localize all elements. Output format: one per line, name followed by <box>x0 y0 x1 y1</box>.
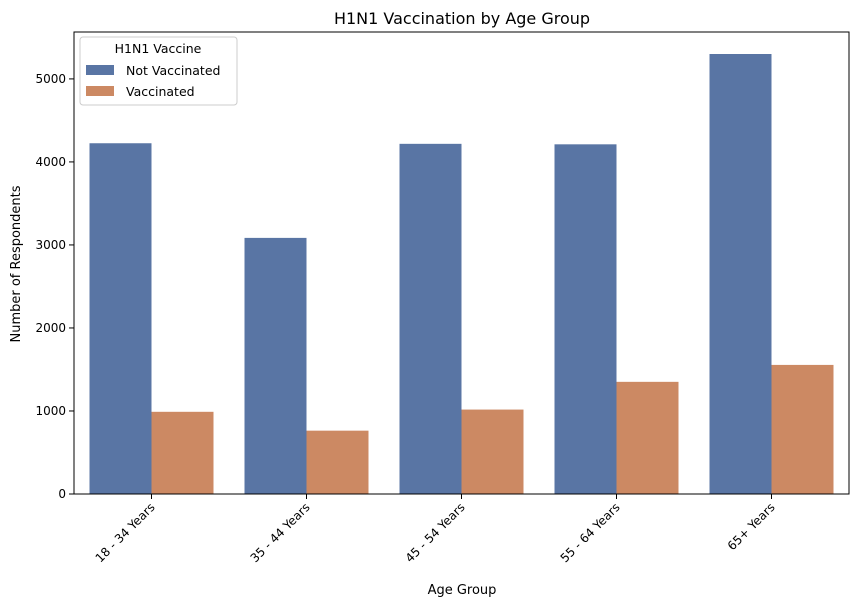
bar-vaccinated-18-34-years <box>151 411 214 494</box>
bar-not-vaccinated-55-64-years <box>554 144 617 494</box>
bar-not-vaccinated-45-54-years <box>399 143 462 494</box>
y-tick-label: 1000 <box>35 404 66 418</box>
chart-title: H1N1 Vaccination by Age Group <box>334 9 590 28</box>
plot-frame <box>73 31 850 495</box>
bar-vaccinated-45-54-years <box>461 409 524 494</box>
y-tick-label: 0 <box>58 487 66 501</box>
legend-title: H1N1 Vaccine <box>115 41 202 56</box>
legend-label-not-vaccinated: Not Vaccinated <box>126 63 220 78</box>
y-tick-label: 4000 <box>35 155 66 169</box>
legend-swatch-not-vaccinated <box>86 65 114 75</box>
x-tick-label-55-64-years: 55 - 64 Years <box>558 500 623 565</box>
x-tick-label-18-34-years: 18 - 34 Years <box>93 500 158 565</box>
bar-not-vaccinated-35-44-years <box>244 237 307 494</box>
y-tick-label: 5000 <box>35 72 66 86</box>
bar-vaccinated-65-years <box>771 364 834 494</box>
bar-vaccinated-55-64-years <box>616 381 679 494</box>
bar-vaccinated-35-44-years <box>306 430 369 494</box>
x-tick-label-45-54-years: 45 - 54 Years <box>403 500 468 565</box>
bar-not-vaccinated-65-years <box>709 54 772 494</box>
legend-swatch-vaccinated <box>86 86 114 96</box>
y-axis-label: Number of Respondents <box>9 185 24 342</box>
y-tick-label: 3000 <box>35 238 66 252</box>
y-axis-ticks: 0 1000 2000 3000 4000 5000 <box>35 72 74 501</box>
bars-group <box>89 54 834 494</box>
bar-not-vaccinated-18-34-years <box>89 143 152 494</box>
legend: H1N1 Vaccine Not Vaccinated Vaccinated <box>79 36 238 106</box>
x-tick-label-65-years: 65+ Years <box>725 500 778 553</box>
legend-label-vaccinated: Vaccinated <box>126 84 195 99</box>
x-axis-ticks: 18 - 34 Years 35 - 44 Years 45 - 54 Years 5… <box>93 494 778 565</box>
y-tick-label: 2000 <box>35 321 66 335</box>
legend-box <box>79 36 238 106</box>
x-tick-label-35-44-years: 35 - 44 Years <box>248 500 313 565</box>
x-axis-label: Age Group <box>428 583 497 598</box>
